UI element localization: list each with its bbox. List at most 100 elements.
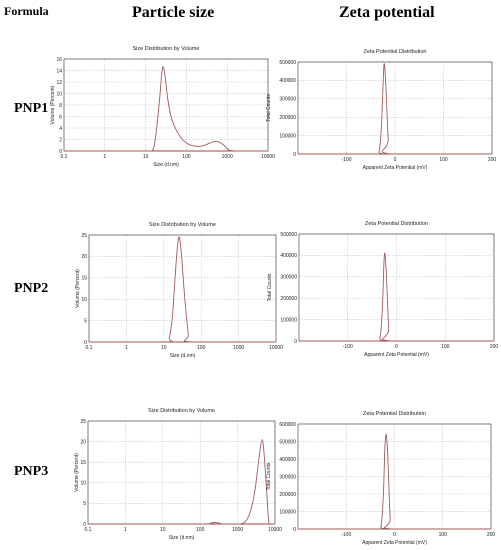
y-tick-label: 10 — [81, 297, 87, 303]
plot-title: Zeta Potential Distribution — [364, 49, 427, 55]
y-tick-label: 4 — [59, 126, 62, 132]
x-tick-label: 100 — [439, 532, 448, 538]
x-tick-label: -100 — [341, 157, 351, 163]
x-tick-label: 0.1 — [61, 154, 68, 160]
y-tick-label: 500000 — [279, 439, 296, 445]
x-tick-label: 100 — [196, 527, 205, 533]
plot-frame — [87, 420, 276, 525]
x-axis-label: Apparent Zeta Potential (mV) — [363, 165, 428, 171]
chart-zeta-pnp3: -100 0 100 200 0 100000 200000 300000 400000 5000… — [266, 411, 495, 546]
y-axis-label: Volume (Percent) — [75, 269, 81, 308]
y-tick-label: 200000 — [279, 115, 296, 121]
row-label-pnp1: PNP1 — [14, 101, 49, 116]
y-axis-label: Total Counts — [266, 94, 272, 122]
particle-size-header: Particle size — [132, 4, 215, 21]
x-tick-label: 100 — [439, 157, 448, 163]
x-tick-label: 10 — [160, 527, 166, 533]
x-axis-label: Apparent Zeta Potential (mV) — [364, 352, 429, 358]
y-tick-label: 8 — [59, 103, 62, 109]
plot-title: Size Distribution by Volume — [149, 222, 216, 228]
y-tick-label: 400000 — [279, 78, 296, 84]
y-tick-label: 0 — [83, 522, 86, 528]
y-tick-label: 20 — [81, 254, 87, 260]
plot-title: Size Distribution by Volume — [148, 408, 215, 414]
y-tick-label: 100000 — [279, 133, 296, 139]
y-tick-label: 400000 — [279, 457, 296, 463]
y-tick-label: 20 — [80, 439, 86, 445]
y-tick-label: 400000 — [280, 253, 297, 259]
y-tick-label: 500000 — [280, 232, 297, 238]
y-tick-label: 0 — [294, 339, 297, 345]
row-label-pnp3: PNP3 — [14, 464, 49, 479]
x-tick-label: 10000 — [268, 527, 282, 533]
plot-frame — [88, 234, 277, 343]
y-tick-label: 12 — [56, 80, 62, 86]
y-tick-label: 25 — [81, 233, 87, 239]
x-tick-label: 1 — [103, 154, 106, 160]
zeta-potential-header: Zeta potential — [339, 4, 435, 21]
chart-size-pnp2: 0.1 1 10 100 1000 10000 0 5 10 15 20 25 Size Distrib… — [75, 222, 283, 359]
y-tick-label: 5 — [84, 318, 87, 324]
y-tick-label: 300000 — [280, 275, 297, 281]
x-tick-label: 1 — [124, 527, 127, 533]
y-tick-label: 15 — [80, 460, 86, 466]
x-tick-label: 100 — [441, 344, 450, 350]
x-tick-label: 0.1 — [85, 527, 92, 533]
x-tick-label: 100 — [197, 345, 206, 351]
x-tick-label: 200 — [488, 157, 497, 163]
chart-size-pnp1: 0.1 1 10 100 1000 10000 0 2 4 6 8 10 12 14 16 Size Dist… — [50, 46, 275, 168]
y-tick-label: 0 — [84, 340, 87, 346]
x-axis-label: Size (d.nm) — [153, 162, 179, 168]
x-axis-label: Apparent Zeta Potential (mV) — [362, 540, 427, 546]
distribution-curve — [298, 252, 494, 342]
y-tick-label: 10 — [80, 481, 86, 487]
y-tick-label: 14 — [56, 68, 62, 74]
y-axis-label: Volume (Percent) — [50, 85, 56, 124]
x-tick-label: 0 — [395, 344, 398, 350]
y-tick-label: 10 — [56, 91, 62, 97]
x-tick-label: 1 — [125, 345, 128, 351]
x-tick-label: 0 — [394, 157, 397, 163]
plot-title: Size Distribution by Volume — [133, 46, 200, 52]
y-tick-label: 100000 — [280, 317, 297, 323]
y-tick-label: 2 — [59, 137, 62, 143]
x-tick-label: 10 — [161, 345, 167, 351]
x-tick-label: 200 — [490, 344, 499, 350]
distribution-curve — [297, 63, 492, 155]
chart-size-pnp3: 0.1 1 10 100 1000 10000 0 5 10 15 20 25 Size Distrib… — [74, 408, 282, 541]
x-tick-label: -100 — [341, 532, 351, 538]
y-tick-label: 0 — [293, 152, 296, 158]
x-tick-label: 10000 — [261, 154, 275, 160]
distribution-curve — [88, 236, 276, 343]
x-tick-label: 10000 — [269, 345, 283, 351]
y-tick-label: 25 — [80, 419, 86, 425]
x-tick-label: -100 — [343, 344, 353, 350]
x-tick-label: 1000 — [222, 154, 233, 160]
x-tick-label: 1000 — [232, 527, 243, 533]
plot-title: Zeta Potential Distribution — [365, 221, 428, 227]
y-axis-label: Volume (Percent) — [74, 453, 80, 492]
x-tick-label: 0.1 — [86, 345, 93, 351]
y-tick-label: 200000 — [279, 492, 296, 498]
y-tick-label: 600000 — [279, 422, 296, 428]
x-tick-label: 0 — [393, 532, 396, 538]
y-tick-label: 16 — [56, 57, 62, 63]
distribution-curve — [88, 439, 275, 525]
y-axis-label: Total Counts — [266, 462, 272, 490]
row-label-pnp2: PNP2 — [14, 281, 49, 296]
y-tick-label: 300000 — [279, 474, 296, 480]
y-tick-label: 300000 — [279, 97, 296, 103]
distribution-curve — [64, 66, 268, 152]
chart-zeta-pnp1: -100 0 100 200 0 100000 200000 300000 400000 5000… — [266, 49, 496, 171]
plot-title: Zeta Potential Distribution — [363, 411, 426, 417]
chart-zeta-pnp2: -100 0 100 200 0 100000 200000 300000 400000 5000… — [267, 221, 498, 358]
y-tick-label: 500000 — [279, 60, 296, 66]
y-tick-label: 0 — [293, 527, 296, 533]
y-tick-label: 0 — [59, 149, 62, 155]
x-tick-label: 200 — [487, 532, 496, 538]
y-tick-label: 6 — [59, 114, 62, 120]
x-axis-label: Size (d.nm) — [170, 353, 196, 359]
y-tick-label: 5 — [83, 501, 86, 507]
y-axis-label: Total Counts — [267, 273, 273, 301]
